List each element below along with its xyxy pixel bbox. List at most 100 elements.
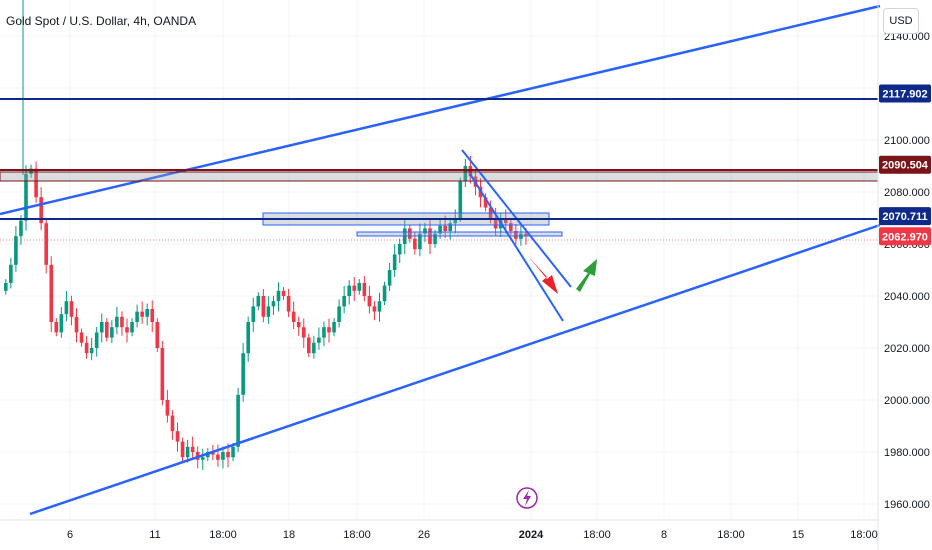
price-axis[interactable]: 2140.0002120.0002100.0002080.0002060.000… <box>884 31 930 511</box>
x-tick-label: 2024 <box>519 529 544 541</box>
candle-body <box>115 316 119 328</box>
candle-body <box>236 394 240 447</box>
x-tick-label: 18:00 <box>343 529 371 541</box>
candle-body <box>372 306 377 312</box>
candle-body <box>49 264 54 322</box>
candle-body <box>34 168 38 198</box>
candle-body <box>433 233 437 244</box>
chart-title: Gold Spot / U.S. Dollar, 4h, OANDA <box>6 14 196 28</box>
candle-body <box>448 223 452 231</box>
price-tag <box>879 155 931 174</box>
candle-body <box>226 452 230 458</box>
candle-body <box>296 322 301 328</box>
candle-body <box>135 311 139 322</box>
candle-body <box>377 301 382 312</box>
candle-body <box>231 446 235 458</box>
y-tick-label: 2100.000 <box>884 135 930 147</box>
candle-body <box>271 301 276 307</box>
candle-body <box>145 309 149 317</box>
price-tags: 2117.902 2090.504 2070.711 2062.970 <box>879 84 931 246</box>
candle-body <box>327 327 331 333</box>
x-tick-label: 18:00 <box>717 529 745 541</box>
price-tag-label: 2062.970 <box>882 231 928 243</box>
candle-body <box>170 415 175 432</box>
candle-body <box>352 285 357 291</box>
candle-body <box>342 296 346 307</box>
x-tick-label: 11 <box>149 529 160 541</box>
grid-lines <box>0 0 878 520</box>
candle-body <box>190 446 195 452</box>
price-tag-label: 2090.504 <box>882 160 929 172</box>
candle-body <box>241 353 245 395</box>
price-tag <box>879 207 931 226</box>
arrow-up-icon <box>576 259 597 292</box>
candle-body <box>59 314 64 333</box>
price-tag-label: 2117.902 <box>882 88 927 100</box>
price-tag-label: 2070.711 <box>882 211 927 223</box>
candle-body <box>54 322 59 333</box>
y-tick-label: 2040.000 <box>884 291 930 303</box>
candle-body <box>64 301 69 315</box>
horizontal-levels <box>0 98 878 241</box>
y-tick-label: 2000.000 <box>884 395 930 407</box>
candle-body <box>261 296 266 317</box>
candle-body <box>200 457 205 460</box>
candle-body <box>524 233 528 237</box>
y-tick-label: 1960.000 <box>884 499 930 511</box>
candle-body <box>468 166 473 177</box>
candle-body <box>493 218 498 229</box>
candle-body <box>44 223 48 265</box>
y-tick-label: 2020.000 <box>884 343 930 355</box>
candle-body <box>9 264 13 283</box>
price-tag <box>879 84 931 103</box>
candle-body <box>94 332 99 348</box>
candle-body <box>216 454 220 460</box>
x-tick-label: 18:00 <box>850 529 878 541</box>
candle-body <box>24 173 28 221</box>
time-axis[interactable]: 6 11 18:00 18 18:00 26 2024 18:00 8 18:00 15 18:00 <box>67 529 878 541</box>
candle-body <box>443 225 447 231</box>
candle-body <box>79 332 84 343</box>
candle-body <box>180 441 185 458</box>
candle-body <box>337 306 341 322</box>
demand-zone <box>356 231 563 237</box>
candle-body <box>105 322 109 338</box>
candle-body <box>307 337 311 354</box>
candle-body <box>418 233 422 250</box>
candle-body <box>84 342 89 354</box>
lightning-icon[interactable] <box>516 487 538 509</box>
x-tick-label: 6 <box>67 529 73 541</box>
candle-body <box>276 290 281 302</box>
candle-body <box>509 223 513 231</box>
x-tick-label: 18 <box>283 529 295 541</box>
candle-body <box>29 168 33 174</box>
candle-body <box>74 316 79 333</box>
candle-body <box>387 270 392 286</box>
candle-body <box>69 301 74 317</box>
resistance-zone <box>0 171 879 182</box>
candle-body <box>503 218 508 224</box>
candle-body <box>301 327 306 338</box>
candle-body <box>110 327 114 338</box>
candle-body <box>4 283 8 291</box>
candle-body <box>165 400 170 416</box>
candle-body <box>130 322 134 333</box>
candle-body <box>367 296 372 307</box>
candle-body <box>281 290 286 296</box>
candle-body <box>221 452 225 460</box>
candle-body <box>286 296 291 312</box>
candle-body <box>140 311 144 317</box>
candle-body <box>408 228 412 239</box>
candle-body <box>150 309 155 322</box>
trendline-upper <box>0 4 881 216</box>
candle-body <box>256 296 261 307</box>
drawings <box>0 4 881 516</box>
x-tick-label: 8 <box>661 529 667 541</box>
currency-button[interactable]: USD <box>883 8 919 34</box>
candle-body <box>382 285 387 302</box>
candle-body <box>453 218 458 224</box>
y-tick-label: 2140.000 <box>884 31 930 43</box>
candle-body <box>155 322 160 348</box>
candle-body <box>266 306 271 317</box>
